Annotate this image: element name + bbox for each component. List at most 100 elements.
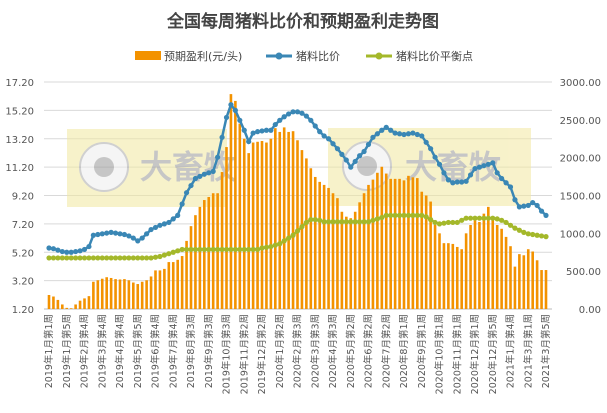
balance-point-point xyxy=(219,246,225,253)
price-ratio-point xyxy=(463,178,469,184)
price-ratio-point xyxy=(170,216,176,222)
profit-bar xyxy=(282,127,286,310)
profit-bar xyxy=(327,187,330,309)
balance-point-point xyxy=(405,212,412,218)
balance-point-point xyxy=(228,246,234,253)
profit-bar xyxy=(518,254,521,309)
price-ratio-point xyxy=(166,219,172,226)
balance-point-point xyxy=(277,241,283,247)
profit-bar xyxy=(353,211,357,309)
balance-point-point xyxy=(507,222,514,228)
profit-bar xyxy=(163,268,166,309)
balance-point-point xyxy=(325,219,332,225)
left-axis-tick-label: 13.20 xyxy=(5,135,34,146)
price-ratio-point xyxy=(525,202,531,209)
price-ratio-point xyxy=(423,139,429,145)
balance-point-point xyxy=(450,219,456,226)
price-ratio-point xyxy=(90,232,96,238)
profit-bar xyxy=(123,279,126,309)
price-ratio-point xyxy=(481,163,487,169)
profit-bar xyxy=(509,246,512,309)
price-ratio-point xyxy=(357,153,363,159)
profit-bar xyxy=(265,142,268,309)
balance-point-point xyxy=(499,217,505,223)
price-ratio-point xyxy=(268,127,274,133)
balance-point-point xyxy=(365,219,372,225)
x-axis-tick-label: 2020年10月第1周 xyxy=(434,314,446,394)
profit-bar xyxy=(367,184,370,309)
price-ratio-point xyxy=(188,182,194,189)
profit-bar xyxy=(47,295,51,309)
balance-point-point xyxy=(210,246,216,253)
balance-point-point xyxy=(144,255,150,261)
price-ratio-point xyxy=(50,246,57,252)
balance-point-point xyxy=(525,231,531,237)
price-ratio-point xyxy=(237,117,243,123)
x-axis-tick-label: 2021年1月第4周 xyxy=(505,314,517,388)
price-ratio-point xyxy=(246,138,252,145)
right-axis-tick-label: 2000.00 xyxy=(560,154,601,165)
x-axis-tick-label: 2020年12月第5周 xyxy=(487,314,499,394)
balance-point-point xyxy=(183,246,190,253)
profit-bar xyxy=(424,195,428,309)
balance-point-point xyxy=(117,255,123,261)
profit-bar xyxy=(318,181,321,309)
left-axis-tick-label: 15.20 xyxy=(5,106,34,117)
profit-bar xyxy=(438,233,441,309)
balance-point-point xyxy=(241,246,247,253)
price-ratio-point xyxy=(294,109,301,115)
right-axis-tick-label: 500.00 xyxy=(566,267,601,278)
profit-bar xyxy=(376,172,379,309)
balance-point-point xyxy=(432,219,438,226)
price-ratio-point xyxy=(396,131,403,137)
profit-bar xyxy=(478,221,481,309)
balance-point-point xyxy=(543,234,549,240)
price-ratio-point xyxy=(530,199,536,206)
right-axis-tick-label: 1500.00 xyxy=(560,192,601,203)
balance-point-point xyxy=(112,255,119,261)
balance-point-point xyxy=(361,219,367,225)
price-ratio-point xyxy=(77,248,83,254)
profit-bar xyxy=(176,259,179,309)
price-ratio-point xyxy=(401,131,407,138)
price-ratio-point xyxy=(383,124,389,130)
price-ratio-point xyxy=(64,249,70,255)
balance-point-point xyxy=(423,214,429,220)
x-axis-tick-label: 2020年2月第3周 xyxy=(292,314,304,388)
profit-bar xyxy=(513,266,517,309)
profit-bar xyxy=(229,94,233,310)
balance-point-point xyxy=(463,215,469,221)
profit-bar xyxy=(322,184,326,309)
balance-point-point xyxy=(294,228,301,234)
balance-point-point xyxy=(503,219,509,226)
profit-bar xyxy=(100,278,104,309)
profit-bar xyxy=(185,240,188,309)
balance-point-point xyxy=(135,255,141,261)
price-ratio-point xyxy=(281,114,287,120)
balance-point-point xyxy=(250,246,256,253)
balance-point-point xyxy=(201,246,207,253)
profit-bar xyxy=(291,131,295,309)
balance-point-point xyxy=(481,215,487,221)
profit-bar xyxy=(274,128,277,309)
x-axis-tick-label: 2019年12月第2周 xyxy=(256,314,268,394)
profit-bar xyxy=(305,158,308,309)
profit-bar xyxy=(411,177,415,309)
profit-bar xyxy=(145,280,148,309)
profit-bar xyxy=(238,123,242,309)
left-axis-tick-label: 9.20 xyxy=(12,192,34,203)
price-ratio-point xyxy=(392,130,398,136)
profit-bar xyxy=(358,202,361,309)
profit-bar xyxy=(451,243,455,309)
price-ratio-point xyxy=(361,148,367,155)
balance-point-point xyxy=(81,255,88,261)
watermark-logo-eye-left xyxy=(94,157,114,177)
legend-marker-balance xyxy=(375,52,383,60)
balance-point-point xyxy=(50,255,57,261)
price-ratio-point xyxy=(507,184,514,190)
price-ratio-point xyxy=(445,177,451,183)
price-ratio-point xyxy=(534,202,540,209)
price-ratio-point xyxy=(321,133,327,139)
